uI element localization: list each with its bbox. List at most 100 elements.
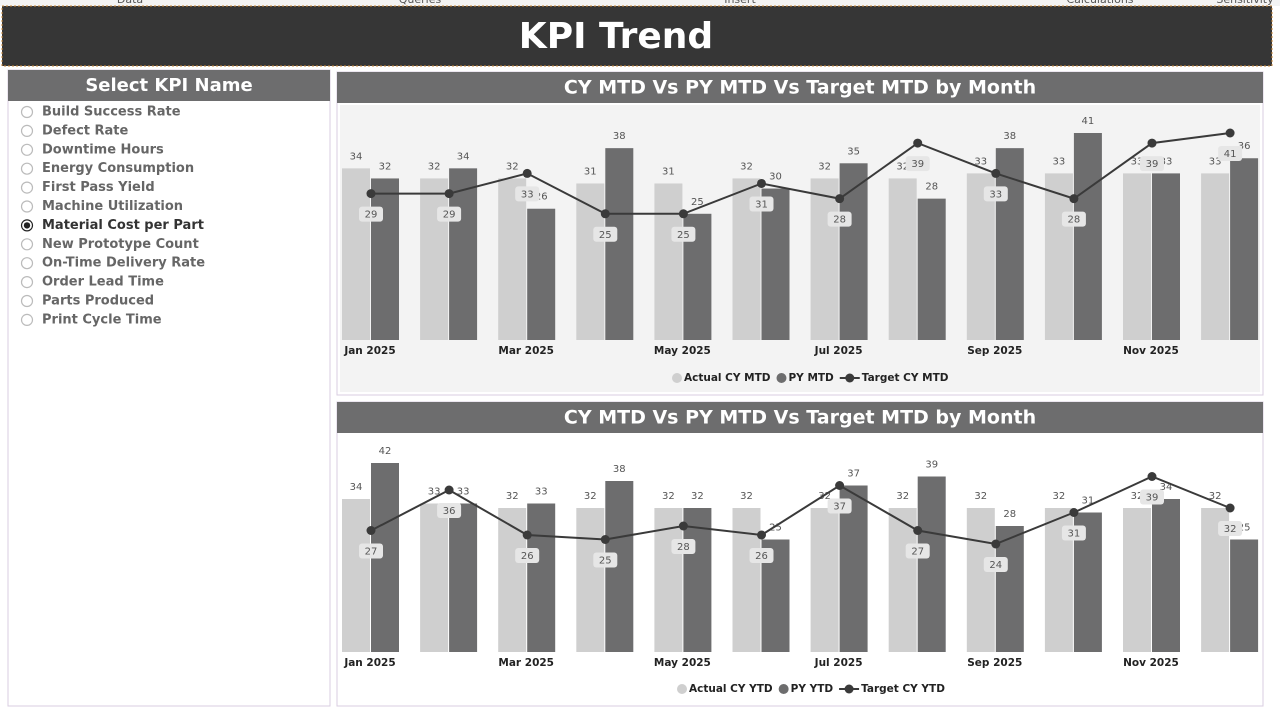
radio-button[interactable] xyxy=(20,294,34,308)
plot-area xyxy=(340,105,1260,392)
data-label: 30 xyxy=(769,172,782,183)
label-box xyxy=(671,226,696,242)
target-marker xyxy=(1225,128,1235,138)
data-label: 34 xyxy=(1160,482,1173,493)
data-label: 25 xyxy=(691,197,704,208)
data-label: 32 xyxy=(1209,491,1222,502)
data-label: 32 xyxy=(584,491,597,502)
bar xyxy=(1152,173,1180,340)
data-label: 33 xyxy=(1053,156,1066,167)
bar xyxy=(683,508,712,652)
bar xyxy=(810,178,839,340)
legend-swatch xyxy=(845,373,855,383)
data-label: 27 xyxy=(365,547,378,558)
data-label: 32 xyxy=(428,161,441,172)
radio-button[interactable] xyxy=(20,105,34,119)
data-label: 26 xyxy=(535,192,548,203)
target-marker xyxy=(913,526,923,535)
radio-button[interactable] xyxy=(20,313,34,326)
menu-item[interactable]: Insert xyxy=(724,0,756,6)
bar xyxy=(1201,173,1230,340)
target-marker xyxy=(835,194,845,204)
x-tick-label: Nov 2025 xyxy=(1123,345,1179,357)
menu-item[interactable]: Data xyxy=(117,0,143,6)
slicer-option[interactable]: Downtime Hours xyxy=(42,142,164,157)
label-box xyxy=(671,539,696,554)
label-box xyxy=(905,543,930,559)
legend-swatch xyxy=(844,684,854,694)
bar xyxy=(1230,158,1259,340)
target-marker xyxy=(678,521,688,531)
slicer-option[interactable]: Print Cycle Time xyxy=(42,312,162,327)
target-marker xyxy=(444,485,454,495)
slicer-option[interactable]: On-Time Delivery Rate xyxy=(42,256,205,271)
bar xyxy=(605,148,634,340)
target-marker xyxy=(1069,194,1079,204)
bar xyxy=(1073,133,1102,340)
slicer-option[interactable]: Order Lead Time xyxy=(42,275,164,290)
menu-item[interactable]: Calculations xyxy=(1066,0,1133,6)
menu-item[interactable]: Sensitivity xyxy=(1216,0,1274,6)
data-label: 32 xyxy=(740,161,753,172)
x-tick-label: Jan 2025 xyxy=(343,657,395,669)
data-label: 32 xyxy=(691,491,704,502)
slicer-option[interactable]: First Pass Yield xyxy=(42,180,155,195)
data-label: 28 xyxy=(1068,215,1081,226)
bar xyxy=(1230,539,1259,652)
data-label: 39 xyxy=(1146,493,1159,504)
radio-button[interactable] xyxy=(20,200,34,213)
target-marker xyxy=(991,168,1001,178)
radio-button[interactable] xyxy=(20,238,34,251)
chart-title-bar xyxy=(337,402,1263,433)
slicer-option[interactable]: New Prototype Count xyxy=(42,237,199,252)
bar xyxy=(527,208,556,340)
data-label: 36 xyxy=(443,506,456,517)
label-box xyxy=(1061,525,1086,541)
data-label: 29 xyxy=(443,210,456,221)
x-tick-label: Jul 2025 xyxy=(814,345,863,357)
target-marker xyxy=(600,209,610,219)
radio-button[interactable] xyxy=(20,276,34,289)
radio-dot xyxy=(23,222,31,229)
data-label: 32 xyxy=(506,491,519,502)
menu-strip xyxy=(0,0,1280,6)
data-label: 25 xyxy=(599,230,612,241)
menu-item[interactable]: Queries xyxy=(399,0,442,6)
target-marker xyxy=(444,189,454,199)
target-marker xyxy=(522,530,532,540)
slicer-option[interactable]: Machine Utilization xyxy=(42,199,183,214)
bar xyxy=(888,508,917,652)
target-marker xyxy=(678,209,688,219)
data-label: 31 xyxy=(662,166,675,177)
slicer-option[interactable]: Build Success Rate xyxy=(42,105,181,120)
slicer-option[interactable]: Defect Rate xyxy=(42,123,129,138)
label-box xyxy=(437,206,462,222)
label-box xyxy=(437,503,462,518)
bar xyxy=(995,526,1024,652)
radio-button[interactable] xyxy=(20,124,34,137)
data-label: 42 xyxy=(379,446,392,457)
slicer-title: Select KPI Name xyxy=(85,75,252,96)
radio-button[interactable] xyxy=(20,181,34,194)
data-label: 34 xyxy=(350,151,363,162)
data-label: 31 xyxy=(1068,529,1081,540)
slicer-option[interactable]: Material Cost per Part xyxy=(42,218,204,233)
target-marker xyxy=(991,539,1001,549)
radio-button[interactable] xyxy=(20,257,34,270)
label-box xyxy=(1218,521,1243,536)
legend-swatch xyxy=(776,373,787,383)
slicer-option[interactable]: Parts Produced xyxy=(42,294,154,309)
data-label: 32 xyxy=(818,161,831,172)
slicer-option[interactable]: Energy Consumption xyxy=(42,161,194,176)
label-box xyxy=(359,543,383,559)
legend-swatch xyxy=(672,373,682,383)
x-tick-label: Jan 2025 xyxy=(343,345,395,357)
radio-button[interactable] xyxy=(20,143,34,156)
radio-button[interactable] xyxy=(20,162,34,175)
data-label: 34 xyxy=(457,151,470,162)
x-tick-label: Sep 2025 xyxy=(967,657,1022,669)
bar xyxy=(1044,173,1073,340)
bar xyxy=(966,508,995,652)
data-label: 39 xyxy=(1146,159,1159,170)
